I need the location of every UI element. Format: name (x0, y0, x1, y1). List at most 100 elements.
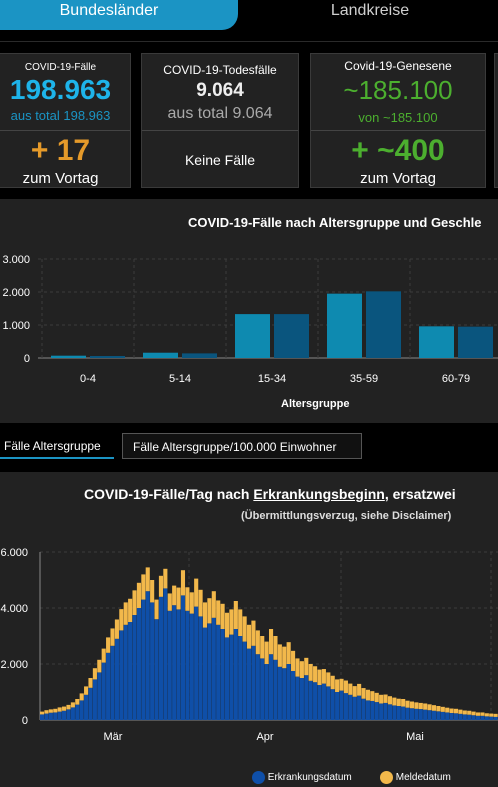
daily-bar-melde (321, 669, 326, 684)
cases-by-age-button[interactable]: Fälle Altersgruppe (0, 433, 114, 459)
daily-xtick-label: Mai (406, 731, 424, 743)
daily-bar-erkrankung (97, 672, 102, 720)
daily-bar-melde (70, 702, 75, 708)
tab-divider (0, 41, 498, 42)
daily-bar-melde (436, 706, 441, 712)
daily-bar-melde (114, 619, 119, 639)
daily-bar-melde (84, 686, 89, 695)
card-recovered-sub: von ~185.100 (358, 110, 438, 125)
daily-bar-melde (392, 697, 397, 706)
daily-bar-melde (141, 574, 146, 600)
daily-bar-melde (383, 694, 388, 703)
daily-bar-erkrankung (198, 616, 203, 720)
tab-bundeslaender[interactable]: Bundesländer (0, 0, 238, 30)
daily-bar-erkrankung (396, 706, 401, 720)
daily-bar-melde (370, 691, 375, 701)
card-deaths-sub: aus total 9.064 (167, 105, 273, 122)
daily-chart-panel: COVID-19-Fälle/Tag nach Erkrankungsbegin… (0, 472, 498, 787)
daily-bar-erkrankung (246, 648, 252, 720)
daily-bar-erkrankung (471, 715, 476, 720)
card-recovered-delta: + ~400 (351, 134, 445, 167)
daily-bar-melde (361, 688, 366, 699)
daily-bar-melde (123, 602, 128, 625)
tab-landkreise[interactable]: Landkreise (330, 2, 410, 19)
age-ytick-label: 3.000 (2, 254, 30, 266)
daily-bar-melde (154, 599, 159, 620)
card-recovered-divider (311, 130, 485, 131)
age-xtick-label: 15-34 (258, 373, 286, 385)
card-cases-title: COVID-19-Fälle (24, 62, 97, 73)
daily-bar-melde (405, 700, 410, 708)
daily-bar-melde (339, 678, 344, 691)
daily-bar-melde (418, 702, 423, 710)
age-bar (274, 314, 309, 358)
daily-bar-melde (348, 683, 353, 695)
daily-bar-erkrankung (286, 664, 291, 720)
daily-bar-erkrankung (57, 711, 62, 720)
card-cases-delta-label: zum Vortag (22, 170, 99, 187)
daily-bar-erkrankung (145, 591, 150, 720)
card-deaths: COVID-19-Todesfälle 9.064 aus total 9.06… (141, 53, 299, 188)
daily-chart-subtitle: (Übermittlungsverzug, siehe Disclaimer) (241, 510, 452, 522)
daily-bar-melde (343, 680, 348, 694)
daily-bar-erkrankung (220, 629, 225, 720)
daily-bar-melde (176, 587, 181, 610)
daily-bar-erkrankung (207, 623, 212, 720)
daily-bar-melde (379, 694, 384, 704)
daily-bar-melde (453, 708, 459, 714)
daily-bar-erkrankung (313, 682, 318, 720)
daily-bar-melde (396, 698, 401, 706)
daily-bar-erkrankung (48, 712, 53, 720)
daily-bar-melde (128, 598, 133, 622)
daily-ytick-label: 6.000 (0, 547, 28, 559)
daily-bar-erkrankung (436, 711, 441, 720)
daily-bar-melde (440, 706, 445, 712)
daily-ytick-label: 2.000 (0, 659, 28, 671)
daily-bar-melde (255, 630, 260, 655)
daily-bar-erkrankung (291, 671, 296, 720)
daily-bar-erkrankung (62, 710, 67, 720)
daily-bar-erkrankung (414, 708, 419, 720)
daily-bar-melde (414, 702, 419, 709)
daily-bar-erkrankung (405, 707, 410, 720)
daily-chart-title-link[interactable]: Erkrankungsbeginn (253, 486, 385, 502)
daily-bar-melde (357, 683, 362, 696)
daily-bar-erkrankung (440, 711, 445, 720)
daily-bar-erkrankung (449, 713, 454, 720)
daily-bar-melde (246, 624, 252, 649)
daily-bar-melde (207, 598, 212, 624)
daily-bar-melde (194, 578, 199, 607)
daily-bar-erkrankung (238, 636, 243, 720)
daily-bar-erkrankung (282, 668, 287, 720)
cases-by-age-per-100k-button[interactable]: Fälle Altersgruppe/100.000 Einwohner (122, 433, 362, 459)
legend-label-melde: Meldedatum (395, 772, 451, 783)
daily-bar-melde (431, 705, 437, 711)
daily-bar-erkrankung (110, 645, 115, 720)
daily-bar-erkrankung (330, 689, 335, 720)
daily-bar-melde (88, 678, 93, 688)
daily-bar-erkrankung (484, 716, 489, 720)
daily-bar-erkrankung (462, 714, 467, 720)
daily-bar-erkrankung (445, 712, 450, 720)
daily-bar-melde (158, 575, 164, 597)
age-bar (235, 314, 270, 358)
daily-bar-melde (211, 591, 216, 618)
daily-bar-melde (57, 707, 62, 712)
daily-bar-erkrankung (427, 710, 432, 720)
daily-bar-melde (167, 593, 172, 611)
card-cases-delta: + 17 (30, 134, 91, 167)
daily-bar-erkrankung (66, 709, 71, 720)
daily-bar-melde (220, 603, 225, 629)
daily-bar-melde (313, 666, 318, 683)
age-chart-panel: COVID-19-Fälle nach Altersgruppe und Ges… (0, 199, 498, 423)
age-xtick-label: 35-59 (350, 373, 378, 385)
daily-bar-erkrankung (40, 714, 45, 720)
age-bar (143, 352, 178, 358)
card-deaths-divider (142, 130, 298, 131)
daily-bar-melde (180, 570, 186, 596)
daily-bar-melde (273, 636, 278, 660)
daily-bar-erkrankung (163, 588, 168, 720)
daily-bar-melde (66, 704, 71, 710)
daily-bar-melde (79, 693, 84, 701)
daily-bar-erkrankung (326, 686, 331, 720)
